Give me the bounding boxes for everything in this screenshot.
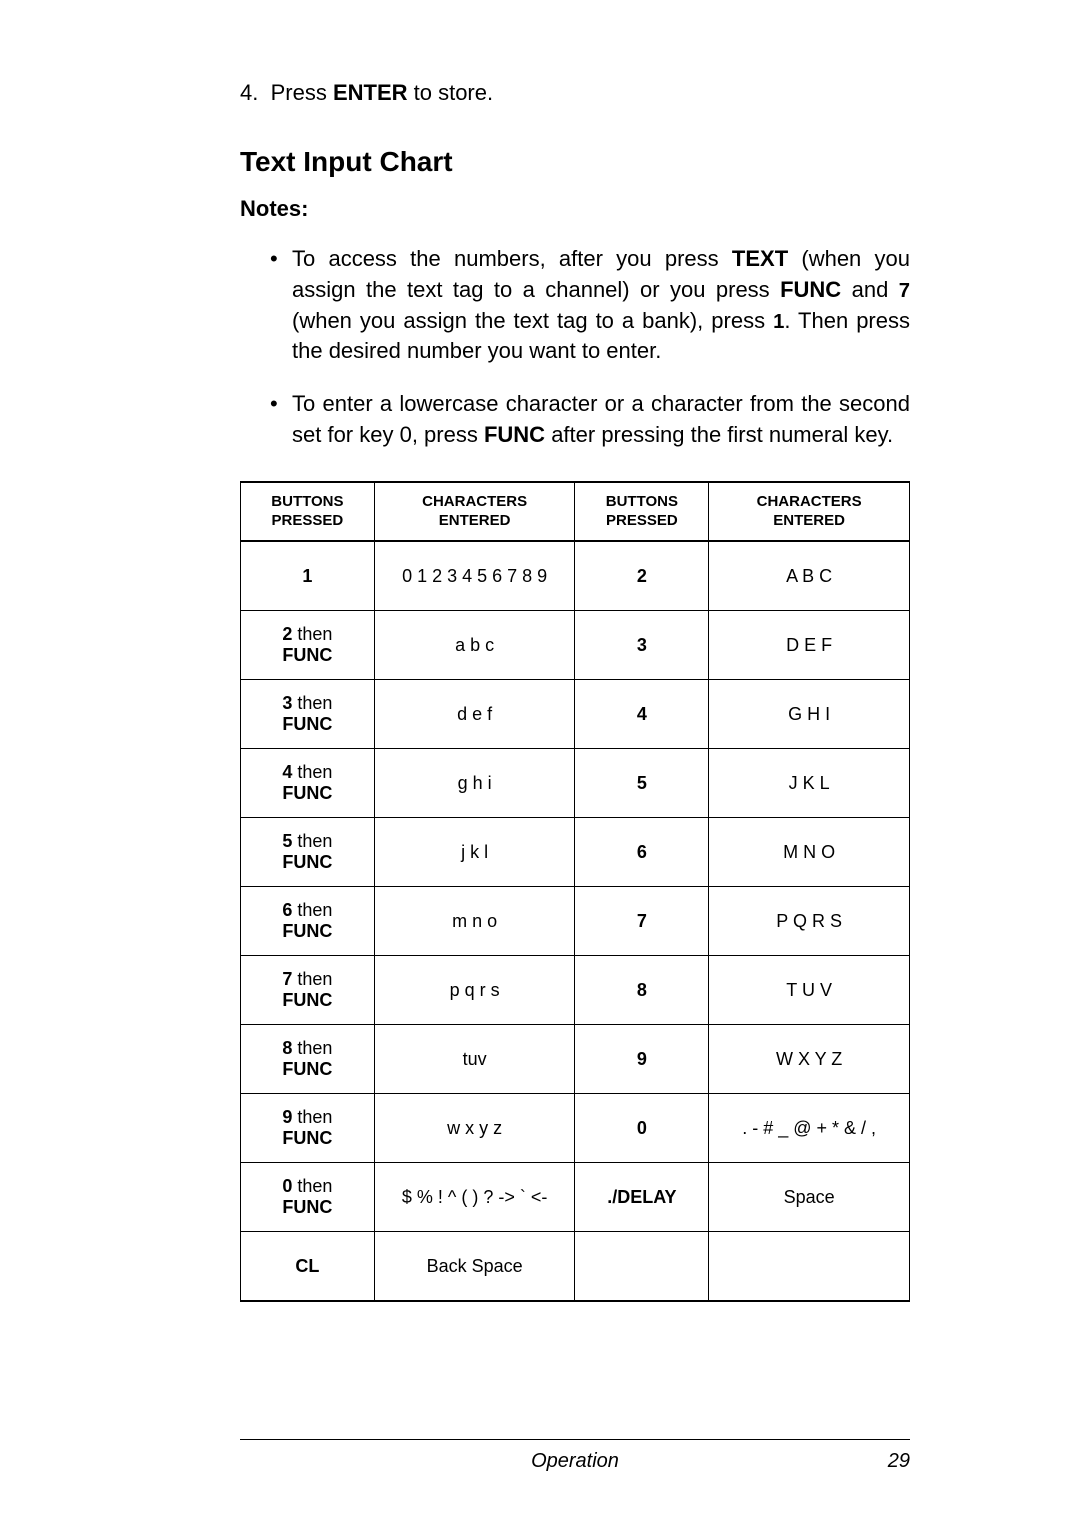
cell-chars-right: W X Y Z xyxy=(709,1025,910,1094)
table-row: 4 thenFUNCg h i5J K L xyxy=(241,749,910,818)
step-num: 4. xyxy=(240,80,258,105)
table-row: 0 thenFUNC$ % ! ^ ( ) ? -> ` <-./DELAYSp… xyxy=(241,1163,910,1232)
cell-chars-left: d e f xyxy=(374,680,575,749)
page-footer: Operation 29 xyxy=(240,1439,910,1474)
cell-buttons-left: 7 thenFUNC xyxy=(241,956,375,1025)
cell-buttons-left: 1 xyxy=(241,541,375,611)
cell-chars-left: m n o xyxy=(374,887,575,956)
table-row: 3 thenFUNCd e f4G H I xyxy=(241,680,910,749)
cell-buttons-right: 4 xyxy=(575,680,709,749)
table-row: 7 thenFUNCp q r s8T U V xyxy=(241,956,910,1025)
table-header-row: BUTTONSPRESSED CHARACTERSENTERED BUTTONS… xyxy=(241,482,910,542)
cell-buttons-left: 9 thenFUNC xyxy=(241,1094,375,1163)
cell-buttons-left: 6 thenFUNC xyxy=(241,887,375,956)
table-row: 9 thenFUNCw x y z0. - # _ @ + * & / , xyxy=(241,1094,910,1163)
cell-chars-left: w x y z xyxy=(374,1094,575,1163)
cell-chars-left: p q r s xyxy=(374,956,575,1025)
cell-buttons-left: 3 thenFUNC xyxy=(241,680,375,749)
table-row: 6 thenFUNCm n o7P Q R S xyxy=(241,887,910,956)
cell-chars-left: tuv xyxy=(374,1025,575,1094)
cell-buttons-left: 0 thenFUNC xyxy=(241,1163,375,1232)
cell-buttons-right: 2 xyxy=(575,541,709,611)
text-input-chart-table: BUTTONSPRESSED CHARACTERSENTERED BUTTONS… xyxy=(240,481,910,1303)
cell-chars-right: G H I xyxy=(709,680,910,749)
table-row: 5 thenFUNCj k l6M N O xyxy=(241,818,910,887)
cell-buttons-right: 0 xyxy=(575,1094,709,1163)
step-prefix: Press xyxy=(271,80,333,105)
cell-buttons-left: 8 thenFUNC xyxy=(241,1025,375,1094)
table-row: 10 1 2 3 4 5 6 7 8 92A B C xyxy=(241,541,910,611)
cell-chars-right xyxy=(709,1232,910,1302)
cell-chars-right: D E F xyxy=(709,611,910,680)
step-suffix: to store. xyxy=(408,80,494,105)
table-row: CLBack Space xyxy=(241,1232,910,1302)
th-chars-2: CHARACTERSENTERED xyxy=(709,482,910,542)
notes-label: Notes: xyxy=(240,196,910,222)
cell-buttons-right: 5 xyxy=(575,749,709,818)
cell-chars-right: M N O xyxy=(709,818,910,887)
cell-buttons-right: 7 xyxy=(575,887,709,956)
section-title: Text Input Chart xyxy=(240,146,910,178)
cell-chars-right: T U V xyxy=(709,956,910,1025)
cell-buttons-right: 8 xyxy=(575,956,709,1025)
cell-chars-left: g h i xyxy=(374,749,575,818)
footer-section: Operation xyxy=(531,1450,619,1473)
cell-buttons-right xyxy=(575,1232,709,1302)
table-row: 8 thenFUNCtuv9W X Y Z xyxy=(241,1025,910,1094)
cell-chars-right: Space xyxy=(709,1163,910,1232)
cell-buttons-right: 9 xyxy=(575,1025,709,1094)
note-1: To access the numbers, after you press T… xyxy=(270,244,910,367)
note-2: To enter a lowercase character or a char… xyxy=(270,389,910,451)
cell-buttons-right: ./DELAY xyxy=(575,1163,709,1232)
th-buttons-2: BUTTONSPRESSED xyxy=(575,482,709,542)
cell-chars-left: 0 1 2 3 4 5 6 7 8 9 xyxy=(374,541,575,611)
cell-buttons-left: 2 thenFUNC xyxy=(241,611,375,680)
cell-chars-left: $ % ! ^ ( ) ? -> ` <- xyxy=(374,1163,575,1232)
cell-chars-right: J K L xyxy=(709,749,910,818)
cell-buttons-left: CL xyxy=(241,1232,375,1302)
step-4: 4. Press ENTER to store. xyxy=(240,80,910,106)
table-row: 2 thenFUNCa b c3D E F xyxy=(241,611,910,680)
cell-buttons-left: 5 thenFUNC xyxy=(241,818,375,887)
cell-chars-right: P Q R S xyxy=(709,887,910,956)
footer-page: 29 xyxy=(888,1450,910,1473)
notes-list: To access the numbers, after you press T… xyxy=(240,244,910,451)
cell-buttons-right: 6 xyxy=(575,818,709,887)
th-buttons-1: BUTTONSPRESSED xyxy=(241,482,375,542)
cell-chars-right: . - # _ @ + * & / , xyxy=(709,1094,910,1163)
cell-buttons-left: 4 thenFUNC xyxy=(241,749,375,818)
cell-chars-left: a b c xyxy=(374,611,575,680)
cell-chars-right: A B C xyxy=(709,541,910,611)
enter-key: ENTER xyxy=(333,80,408,105)
cell-buttons-right: 3 xyxy=(575,611,709,680)
cell-chars-left: j k l xyxy=(374,818,575,887)
cell-chars-left: Back Space xyxy=(374,1232,575,1302)
th-chars-1: CHARACTERSENTERED xyxy=(374,482,575,542)
